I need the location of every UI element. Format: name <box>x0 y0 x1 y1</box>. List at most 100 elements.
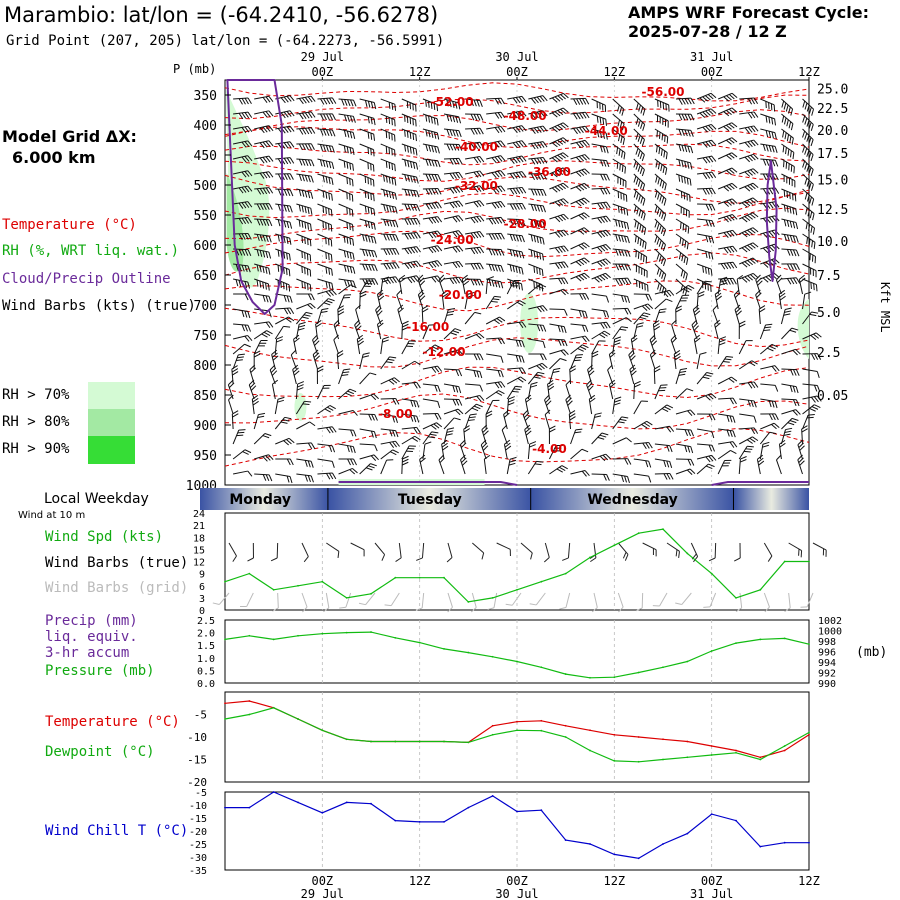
barb-flag <box>364 191 367 198</box>
top-hour-label: 12Z <box>798 65 820 79</box>
barb-flag <box>470 128 475 135</box>
barb-flag <box>458 261 464 268</box>
cs-wind-barb <box>570 335 590 343</box>
bottom-hour-label: 12Z <box>798 874 820 888</box>
barb-flag <box>395 262 400 269</box>
barb-flag <box>509 158 515 164</box>
barb-flag <box>740 456 747 460</box>
barb-flag <box>509 218 514 226</box>
barb-flag <box>710 92 717 99</box>
barb-flag <box>622 551 627 559</box>
barb-flag <box>539 237 542 244</box>
grid-wind-barb <box>415 592 425 611</box>
barb-flag <box>449 187 455 194</box>
barb-flag <box>669 290 675 296</box>
cs-wind-barb <box>591 158 610 168</box>
barb-flag <box>539 353 544 361</box>
barb-flag <box>739 323 746 328</box>
barb-flag <box>635 192 639 200</box>
barb-flag <box>473 114 478 121</box>
barb-flag <box>437 275 443 282</box>
cs-wind-barb <box>443 328 462 340</box>
barb-flag <box>551 157 558 163</box>
barb-flag <box>448 307 455 311</box>
barb-flag <box>732 245 738 252</box>
cs-wind-barb <box>714 289 722 310</box>
barb-flag <box>244 265 248 272</box>
barb-flag <box>325 427 331 434</box>
barb-flag <box>536 282 538 290</box>
cs-wind-barb <box>269 364 278 385</box>
barb-flag <box>642 240 645 248</box>
cs-wind-barb <box>253 350 261 370</box>
barb-staff <box>612 317 627 325</box>
barb-flag <box>795 369 800 376</box>
cs-wind-barb <box>755 289 762 310</box>
barb-staff <box>355 309 361 325</box>
barb-flag <box>337 311 345 316</box>
barb-flag <box>431 366 437 373</box>
barb-flag <box>404 218 409 226</box>
barb-flag <box>344 294 352 296</box>
barb-flag <box>265 474 270 482</box>
barb-flag <box>744 156 751 163</box>
barb-flag <box>459 439 466 446</box>
barb-flag <box>286 307 292 315</box>
cs-wind-barb <box>549 338 568 347</box>
cs-wind-barb <box>422 158 441 168</box>
barb-flag <box>799 445 805 451</box>
cs-wind-barb <box>359 413 378 421</box>
barb-flag <box>286 111 292 117</box>
barb-flag <box>731 152 738 158</box>
barb-flag <box>397 304 404 310</box>
barb-flag <box>258 345 265 347</box>
barb-flag <box>705 395 711 401</box>
barb-staff <box>806 592 814 608</box>
barb-flag <box>297 384 304 388</box>
barb-flag <box>285 317 292 323</box>
cs-wind-barb <box>612 128 626 145</box>
barb-flag <box>589 397 596 403</box>
barb-flag <box>600 216 605 223</box>
cs-wind-barb <box>359 263 378 272</box>
barb-flag <box>758 460 765 466</box>
barb-flag <box>415 134 417 142</box>
barb-flag <box>362 355 370 358</box>
barb-flag <box>694 310 701 316</box>
barb-flag <box>386 263 391 270</box>
cs-wind-barb <box>254 203 273 211</box>
cs-wind-barb <box>338 233 355 246</box>
barb-staff <box>760 383 776 386</box>
cs-wind-barb <box>401 426 421 434</box>
barb-flag <box>533 235 536 243</box>
grid-wind-barb <box>675 592 692 606</box>
barb-flag <box>301 220 304 228</box>
barb-flag <box>244 233 249 240</box>
barb-flag <box>788 178 790 185</box>
cs-wind-barb <box>549 122 569 133</box>
barb-flag <box>373 134 376 141</box>
barb-flag <box>390 451 397 456</box>
cs-wind-barb <box>296 278 312 292</box>
barb-flag <box>434 344 442 349</box>
barb-flag <box>349 266 353 274</box>
barb-flag <box>644 283 646 291</box>
precip-tick: 0.0 <box>197 679 215 690</box>
barb-flag <box>741 277 748 283</box>
barb-flag <box>431 131 434 139</box>
barb-flag <box>307 159 312 167</box>
cs-wind-barb <box>401 188 420 198</box>
barb-flag <box>804 163 808 170</box>
cs-wind-barb <box>465 368 483 379</box>
barb-flag <box>620 178 622 185</box>
barb-flag <box>260 339 268 342</box>
barb-staff <box>374 542 385 555</box>
barb-flag <box>515 141 521 148</box>
barb-flag <box>554 232 561 238</box>
barb-flag <box>578 200 585 206</box>
barb-staff <box>781 368 797 371</box>
barb-flag <box>588 367 594 373</box>
barb-flag <box>680 206 682 214</box>
barb-flag <box>584 325 589 333</box>
cs-wind-barb <box>696 454 717 463</box>
